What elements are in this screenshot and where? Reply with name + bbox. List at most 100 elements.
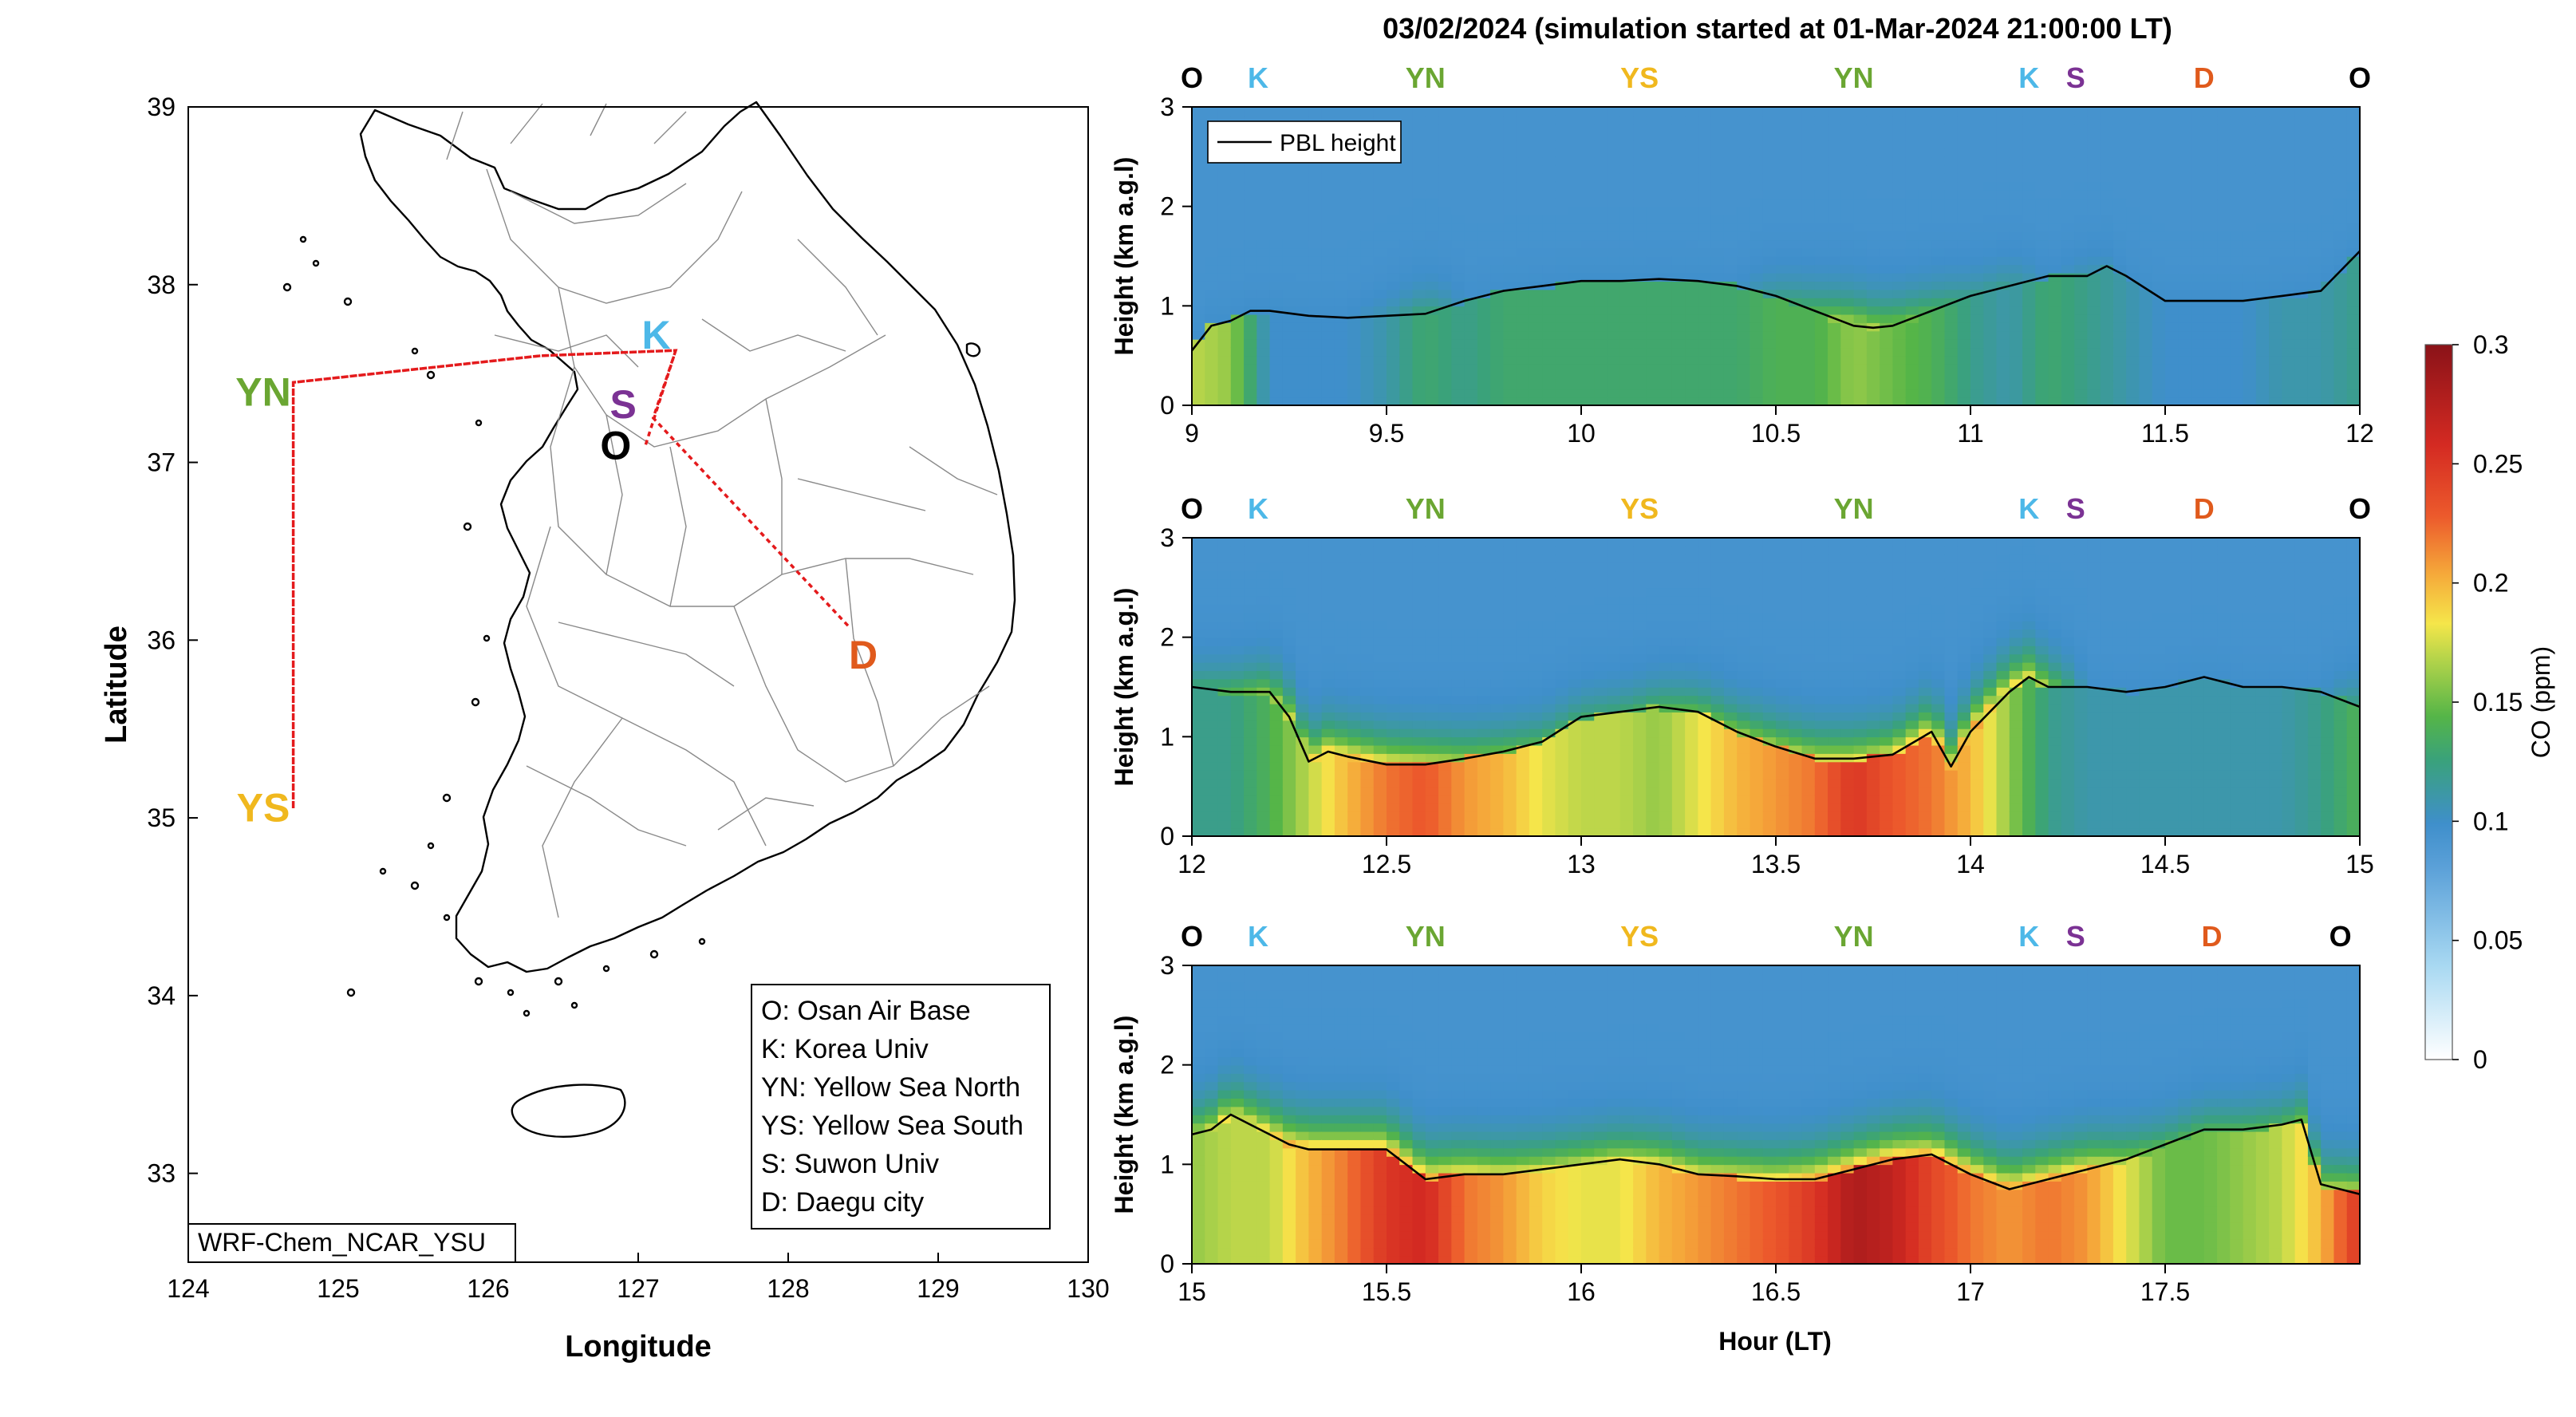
co-cell	[1413, 604, 1426, 613]
co-cell	[1763, 331, 1777, 340]
co-cell	[1347, 281, 1361, 290]
co-cell	[1542, 132, 1556, 140]
co-cell	[1906, 115, 1919, 124]
co-cell	[1322, 381, 1335, 389]
co-cell	[1192, 538, 1205, 547]
co-cell	[1490, 372, 1504, 381]
co-cell	[1867, 198, 1880, 207]
co-cell	[1256, 736, 1270, 745]
co-cell	[1672, 571, 1686, 580]
co-cell	[1711, 223, 1725, 231]
co-cell	[1944, 314, 1958, 323]
co-cell	[2126, 124, 2140, 132]
co-cell	[2178, 290, 2191, 298]
co-cell	[1374, 389, 1387, 397]
co-cell	[1840, 239, 1854, 248]
co-cell	[2269, 182, 2282, 191]
co-cell	[1231, 239, 1245, 248]
co-cell	[1724, 679, 1738, 688]
co-cell	[1347, 645, 1361, 654]
co-cell	[2256, 264, 2270, 273]
co-cell	[1413, 223, 1426, 231]
co-cell	[1192, 322, 1205, 331]
co-cell	[1906, 124, 1919, 132]
co-cell	[1517, 604, 1530, 613]
co-cell	[1205, 819, 1218, 828]
co-cell	[1205, 347, 1218, 356]
co-cell	[1776, 148, 1789, 157]
co-cell	[1413, 356, 1426, 365]
co-cell	[1387, 322, 1400, 331]
co-cell	[1919, 207, 1932, 215]
co-cell	[2061, 132, 2075, 140]
co-cell	[2243, 322, 2257, 331]
co-cell	[1374, 753, 1387, 762]
co-cell	[1308, 182, 1322, 191]
co-cell	[1477, 613, 1491, 622]
co-cell	[1477, 728, 1491, 737]
co-cell	[1308, 372, 1322, 381]
co-cell	[1724, 132, 1738, 140]
co-cell	[1490, 281, 1504, 290]
co-cell	[2256, 322, 2270, 331]
co-cell	[1944, 273, 1958, 282]
co-cell	[1919, 165, 1932, 174]
co-cell	[1880, 165, 1893, 174]
co-cell	[1594, 819, 1608, 828]
co-cell	[1270, 389, 1284, 397]
co-cell	[2178, 372, 2191, 381]
co-cell	[1568, 613, 1582, 622]
co-cell	[2049, 182, 2062, 191]
co-cell	[1892, 347, 1906, 356]
co-cell	[1711, 728, 1725, 737]
co-cell	[2113, 281, 2127, 290]
co-cell	[1983, 322, 1997, 331]
co-cell	[1218, 290, 1232, 298]
co-cell	[2113, 198, 2127, 207]
co-cell	[2347, 231, 2361, 240]
co-cell	[1608, 562, 1621, 571]
co-cell	[1517, 290, 1530, 298]
co-cell	[1192, 140, 1205, 149]
co-cell	[1608, 687, 1621, 696]
co-cell	[1387, 770, 1400, 779]
co-cell	[1581, 389, 1595, 397]
co-cell	[1465, 182, 1478, 191]
co-cell	[2022, 256, 2036, 265]
co-cell	[1555, 231, 1568, 240]
co-cell	[1426, 356, 1439, 365]
co-cell	[1815, 290, 1828, 298]
co-cell	[1776, 604, 1789, 613]
co-cell	[1542, 107, 1556, 116]
co-cell	[1283, 190, 1296, 199]
co-cell	[1763, 770, 1777, 779]
co-cell	[2126, 156, 2140, 165]
co-cell	[1490, 629, 1504, 637]
co-cell	[1581, 753, 1595, 762]
co-cell	[1477, 811, 1491, 820]
co-cell	[1646, 322, 1659, 331]
co-cell	[1633, 256, 1647, 265]
co-cell	[2333, 290, 2347, 298]
co-cell	[1256, 190, 1270, 199]
co-cell	[1426, 314, 1439, 323]
co-cell	[2178, 190, 2191, 199]
co-cell	[1698, 364, 1711, 373]
co-cell	[1802, 207, 1816, 215]
co-cell	[2243, 248, 2257, 257]
co-cell	[1503, 819, 1517, 828]
co-cell	[1685, 156, 1698, 165]
co-cell	[1659, 173, 1673, 182]
co-cell	[1958, 372, 1971, 381]
co-cell	[2295, 190, 2309, 199]
co-cell	[1685, 778, 1698, 787]
co-cell	[2204, 372, 2218, 381]
co-cell	[1581, 306, 1595, 314]
co-cell	[1724, 140, 1738, 149]
co-cell	[1256, 562, 1270, 571]
co-cell	[1244, 753, 1257, 762]
co-cell	[1451, 653, 1465, 662]
co-cell	[2087, 140, 2101, 149]
co-cell	[1776, 207, 1789, 215]
co-cell	[1659, 538, 1673, 547]
